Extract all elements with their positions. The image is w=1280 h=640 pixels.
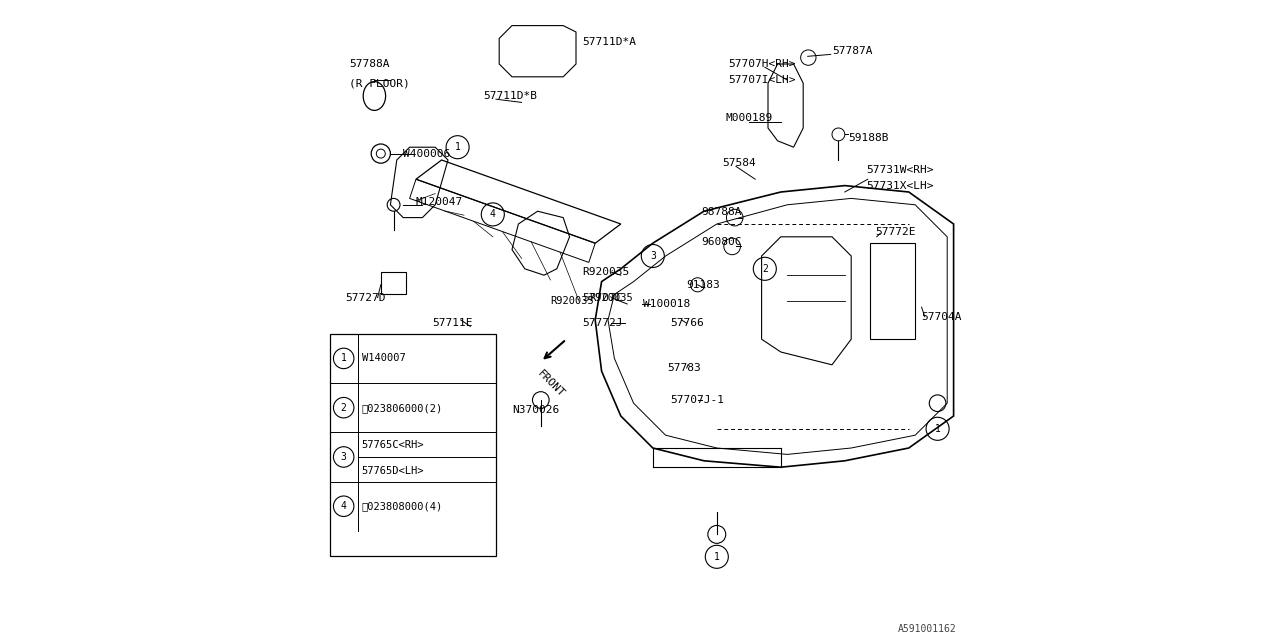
Text: 1: 1 [714, 552, 719, 562]
Text: 57711D*A: 57711D*A [582, 36, 636, 47]
Text: M120047: M120047 [416, 196, 463, 207]
Text: 57731X<LH>: 57731X<LH> [865, 180, 933, 191]
Text: 57787A: 57787A [832, 46, 873, 56]
Text: R920035: R920035 [550, 296, 594, 306]
Text: 57707C: 57707C [582, 292, 623, 303]
Text: (R FLOOR): (R FLOOR) [348, 78, 410, 88]
Text: 59188B: 59188B [849, 132, 888, 143]
Text: 57772J: 57772J [582, 318, 623, 328]
Text: FRONT: FRONT [535, 369, 566, 399]
Text: 3: 3 [340, 452, 347, 462]
Text: 2: 2 [340, 403, 347, 413]
Text: 57727D: 57727D [346, 292, 387, 303]
Text: 1: 1 [340, 353, 347, 364]
Text: 57783: 57783 [668, 363, 701, 373]
Text: ⓓ023808000(4): ⓓ023808000(4) [362, 501, 443, 511]
Text: 3: 3 [650, 251, 655, 261]
Text: 1: 1 [454, 142, 461, 152]
Bar [381, 272, 407, 294]
Text: ⓓ023806000(2): ⓓ023806000(2) [362, 403, 443, 413]
Text: 57707H<RH>: 57707H<RH> [728, 59, 796, 69]
Text: 57731W<RH>: 57731W<RH> [865, 164, 933, 175]
Text: 57711D*B: 57711D*B [484, 91, 538, 101]
Bar [330, 334, 497, 556]
Text: M000189: M000189 [724, 113, 772, 124]
Text: 57707J-1: 57707J-1 [671, 395, 724, 405]
Text: 4: 4 [340, 501, 347, 511]
Text: 57704A: 57704A [922, 312, 963, 322]
Text: 57765D<LH>: 57765D<LH> [362, 466, 424, 476]
Text: 57584: 57584 [722, 158, 755, 168]
Text: 57765C<RH>: 57765C<RH> [362, 440, 424, 451]
Text: 91183: 91183 [687, 280, 721, 290]
Text: 57707I<LH>: 57707I<LH> [728, 75, 796, 85]
Text: 57772E: 57772E [876, 227, 916, 237]
Text: W140007: W140007 [362, 353, 406, 364]
Text: N370026: N370026 [512, 404, 559, 415]
Text: 96080C: 96080C [701, 237, 742, 247]
Text: R920035: R920035 [582, 267, 630, 277]
Text: 98788A: 98788A [701, 207, 742, 218]
Text: 57788A: 57788A [348, 59, 389, 69]
Text: R920035: R920035 [589, 292, 632, 303]
Text: 57766: 57766 [671, 318, 704, 328]
Text: 57711E: 57711E [433, 318, 472, 328]
Text: A591001162: A591001162 [899, 623, 957, 634]
Text: 1: 1 [934, 424, 941, 434]
Text: W100018: W100018 [644, 299, 690, 309]
Text: 4: 4 [490, 209, 495, 220]
Text: 2: 2 [762, 264, 768, 274]
Text: W400006: W400006 [403, 148, 451, 159]
